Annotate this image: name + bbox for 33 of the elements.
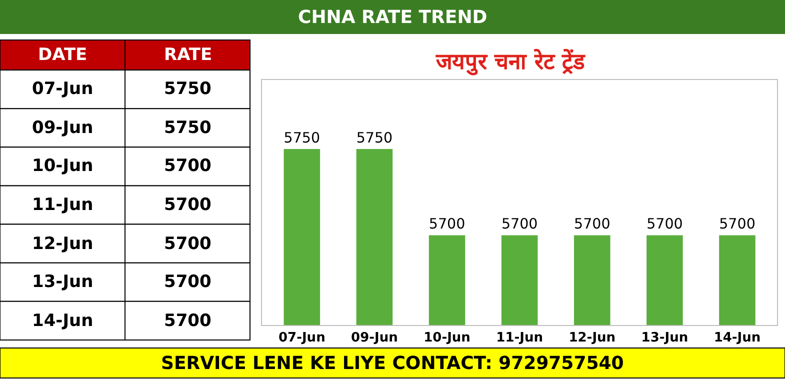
text: RATE <box>164 45 212 65</box>
x-tick-label: 09-Jun <box>351 330 398 346</box>
category-label: 07-Jun <box>32 79 94 99</box>
chart-subtitle: जयपुर चना रेट ट्रेंड <box>435 48 586 76</box>
data-label: 5700 <box>164 311 212 331</box>
category-label: 11-Jun <box>32 195 94 215</box>
data-label: 5700 <box>428 216 466 233</box>
x-tick-label: 11-Jun <box>496 330 543 346</box>
text: DATE <box>38 45 88 65</box>
x-tick-label: 14-Jun <box>714 330 761 346</box>
text: SERVICE LENE KE LIYE CONTACT: 9729757540 <box>161 353 624 374</box>
category-label: 13-Jun <box>32 272 94 292</box>
category-label: 10-Jun <box>32 156 94 176</box>
data-label: 5750 <box>164 118 212 138</box>
data-label: 5700 <box>719 216 756 233</box>
data-label: 5750 <box>284 130 320 146</box>
data-label: 5700 <box>164 272 212 292</box>
x-tick-label: 12-Jun <box>568 330 616 346</box>
data-label: 5700 <box>574 216 610 233</box>
category-label: 09-Jun <box>32 118 94 138</box>
category-label: 14-Jun <box>32 311 94 331</box>
x-tick-label: 10-Jun <box>424 330 470 346</box>
data-label: 5700 <box>164 234 212 254</box>
data-label: 5700 <box>164 156 212 176</box>
data-label: 5700 <box>646 216 683 233</box>
data-label: 5700 <box>164 195 212 215</box>
x-tick-label: 13-Jun <box>641 330 688 346</box>
category-label: 12-Jun <box>32 234 94 254</box>
data-label: 5750 <box>164 79 212 99</box>
data-label: 5750 <box>356 130 393 146</box>
x-tick-label: 07-Jun <box>278 330 326 346</box>
data-label: 5700 <box>501 216 538 233</box>
chart-title: CHNA RATE TREND <box>298 7 488 28</box>
